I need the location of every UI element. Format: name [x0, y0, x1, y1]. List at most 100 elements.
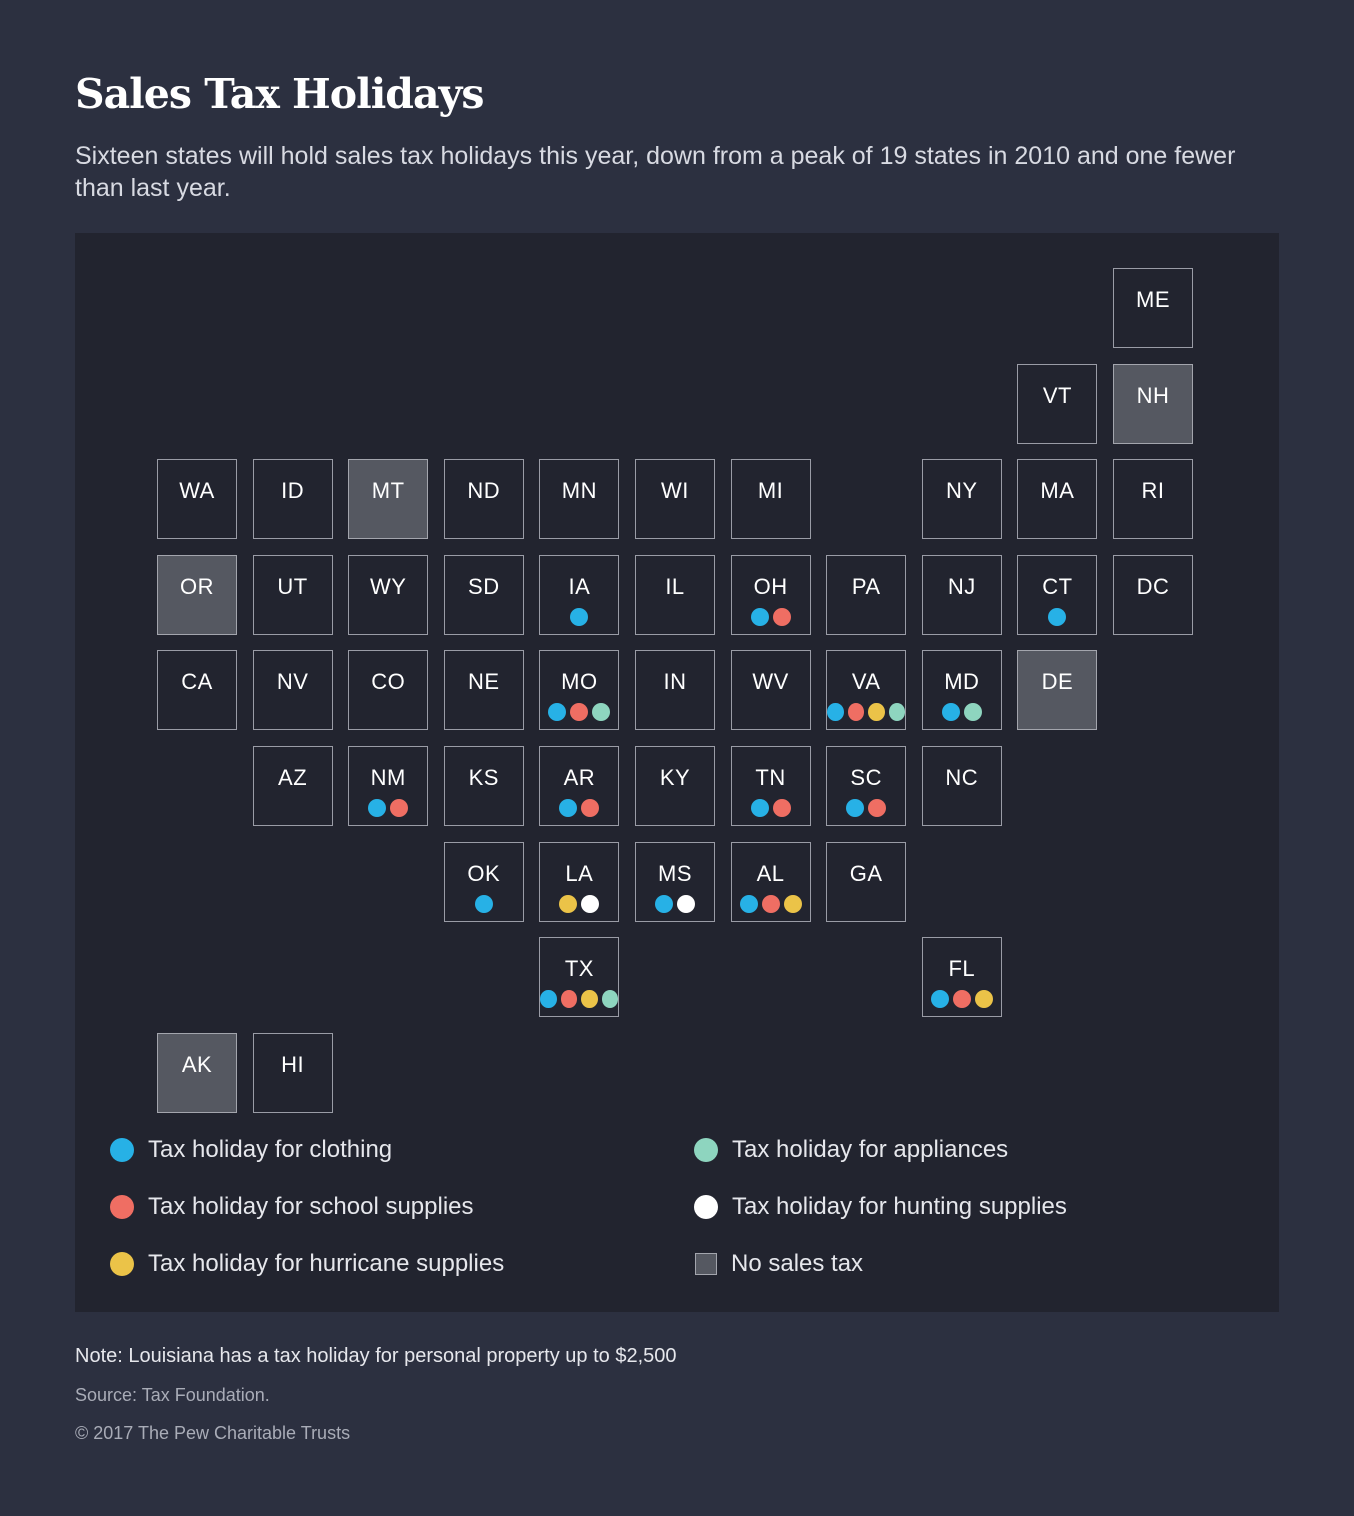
- school-holiday-dot-icon: [570, 703, 589, 722]
- copyright-line: © 2017 The Pew Charitable Trusts: [75, 1423, 351, 1443]
- state-tile-dc: DC: [1113, 554, 1193, 635]
- hurricane-holiday-dot-icon: [581, 990, 598, 1009]
- state-abbr-label: VT: [1042, 382, 1072, 408]
- holiday-dots: [445, 894, 523, 913]
- holiday-dots: [540, 703, 618, 722]
- clothing-holiday-dot-icon: [570, 607, 589, 626]
- clothing-holiday-dot-icon: [930, 990, 949, 1009]
- hurricane-supplies-dot-icon: [110, 1252, 134, 1276]
- state-tile-ms: MS: [635, 841, 715, 922]
- state-tile-ky: KY: [635, 746, 715, 826]
- no-sales-tax-square-icon: [695, 1253, 717, 1275]
- state-abbr-label: DE: [1041, 669, 1074, 695]
- state-abbr-label: CT: [1042, 573, 1073, 599]
- hurricane-holiday-dot-icon: [559, 894, 578, 913]
- clothing-holiday-dot-icon: [750, 607, 769, 626]
- state-tile-az: AZ: [252, 746, 333, 826]
- hurricane-holiday-dot-icon: [974, 990, 993, 1009]
- state-tile-mn: MN: [539, 459, 620, 540]
- holiday-dots: [540, 894, 618, 913]
- state-abbr-label: NJ: [947, 573, 976, 599]
- hunting-holiday-dot-icon: [581, 894, 600, 913]
- page-subtitle: Sixteen states will hold sales tax holid…: [75, 142, 1236, 202]
- state-abbr-label: NM: [370, 765, 406, 790]
- state-abbr-label: IL: [665, 573, 685, 599]
- school-holiday-dot-icon: [581, 799, 600, 817]
- state-abbr-label: RI: [1141, 478, 1165, 504]
- state-tile-ga: GA: [826, 841, 907, 922]
- legend-item-school-supplies: Tax holiday for school supplies: [110, 1192, 474, 1222]
- state-tile-md: MD: [921, 650, 1002, 731]
- footnote: Note: Louisiana has a tax holiday for pe…: [75, 1345, 677, 1367]
- state-tile-nh: NH: [1113, 363, 1193, 444]
- state-tile-mt: MT: [348, 459, 429, 540]
- state-tile-hi: HI: [252, 1032, 333, 1113]
- state-tile-al: AL: [730, 841, 811, 922]
- state-tile-ak: AK: [157, 1032, 237, 1113]
- legend-label-appliances: Tax holiday for appliances: [732, 1136, 1009, 1163]
- clothing-holiday-dot-icon: [827, 703, 844, 722]
- state-abbr-label: WI: [661, 478, 689, 504]
- state-abbr-label: OR: [180, 573, 214, 599]
- state-tile-sc: SC: [826, 746, 907, 826]
- state-tile-de: DE: [1017, 650, 1098, 731]
- legend-label-clothing: Tax holiday for clothing: [148, 1136, 393, 1163]
- state-abbr-label: ID: [281, 478, 305, 504]
- state-tile-la: LA: [539, 841, 620, 922]
- school-holiday-dot-icon: [560, 990, 578, 1009]
- tile-map-panel: ME VT NH WA ID MT ND MN WI MI NY MA RI OR UT WY SD IA IL OH…: [75, 233, 1279, 1312]
- state-abbr-label: HI: [281, 1051, 305, 1077]
- school-holiday-dot-icon: [847, 703, 865, 722]
- state-abbr-label: VA: [851, 669, 881, 695]
- state-abbr-label: PA: [851, 573, 881, 599]
- state-tile-il: IL: [635, 554, 715, 635]
- state-tile-ia: IA: [539, 554, 620, 635]
- state-abbr-label: IN: [663, 669, 687, 695]
- state-abbr-label: TX: [564, 956, 594, 982]
- state-abbr-label: MO: [561, 669, 598, 695]
- state-tile-ar: AR: [539, 746, 620, 826]
- state-abbr-label: AL: [756, 860, 785, 886]
- state-abbr-label: SC: [850, 765, 882, 790]
- hurricane-holiday-dot-icon: [868, 703, 885, 722]
- clothing-holiday-dot-icon: [1048, 607, 1067, 626]
- state-abbr-label: NY: [946, 478, 978, 504]
- state-abbr-label: GA: [849, 860, 883, 886]
- state-abbr-label: WA: [179, 478, 215, 504]
- state-tile-me: ME: [1113, 268, 1193, 348]
- state-abbr-label: KY: [659, 765, 691, 790]
- state-tile-ct: CT: [1017, 554, 1098, 635]
- state-tile-wi: WI: [635, 459, 715, 540]
- state-tile-vt: VT: [1017, 363, 1098, 444]
- source-line: Source: Tax Foundation.: [75, 1385, 270, 1405]
- state-abbr-label: MT: [371, 478, 405, 504]
- state-abbr-label: AR: [563, 765, 596, 790]
- legend-label-hunting-supplies: Tax holiday for hunting supplies: [732, 1193, 1067, 1220]
- appliances-holiday-dot-icon: [601, 990, 619, 1009]
- state-abbr-label: NE: [468, 669, 500, 695]
- hunting-supplies-dot-icon: [694, 1195, 718, 1219]
- clothing-dot-icon: [110, 1138, 134, 1162]
- school-holiday-dot-icon: [761, 894, 780, 913]
- state-tile-tx: TX: [539, 937, 620, 1018]
- state-abbr-label: NH: [1136, 382, 1170, 408]
- holiday-dots: [923, 990, 1001, 1009]
- state-abbr-label: FL: [948, 956, 976, 982]
- state-tile-va: VA: [826, 650, 907, 731]
- state-abbr-label: UT: [277, 573, 308, 599]
- page-title: Sales Tax Holidays: [75, 70, 484, 118]
- clothing-holiday-dot-icon: [474, 894, 493, 913]
- state-tile-pa: PA: [826, 554, 907, 635]
- clothing-holiday-dot-icon: [739, 894, 758, 913]
- state-tile-ok: OK: [443, 841, 524, 922]
- state-abbr-label: ND: [467, 478, 501, 504]
- state-abbr-label: SD: [468, 573, 500, 599]
- state-tile-ri: RI: [1113, 459, 1193, 540]
- holiday-dots: [732, 894, 810, 913]
- state-tile-in: IN: [635, 650, 715, 731]
- holiday-dots: [540, 607, 618, 626]
- holiday-dots: [636, 894, 714, 913]
- clothing-holiday-dot-icon: [548, 703, 567, 722]
- state-tile-wa: WA: [157, 459, 237, 540]
- state-tile-nv: NV: [252, 650, 333, 731]
